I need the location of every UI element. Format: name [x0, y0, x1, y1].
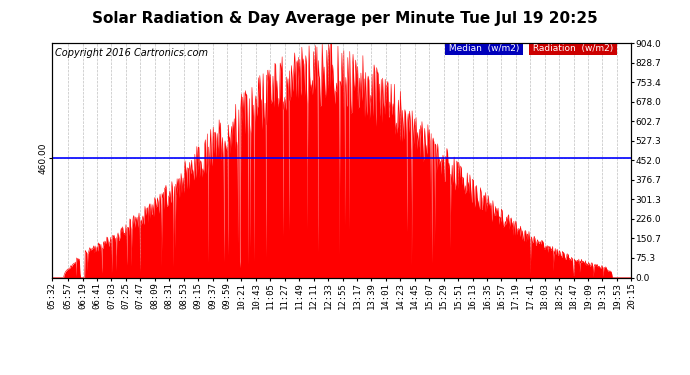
Text: Median  (w/m2): Median (w/m2) [446, 44, 522, 53]
Text: Radiation  (w/m2): Radiation (w/m2) [530, 44, 616, 53]
Text: Solar Radiation & Day Average per Minute Tue Jul 19 20:25: Solar Radiation & Day Average per Minute… [92, 11, 598, 26]
Text: Copyright 2016 Cartronics.com: Copyright 2016 Cartronics.com [55, 48, 208, 58]
